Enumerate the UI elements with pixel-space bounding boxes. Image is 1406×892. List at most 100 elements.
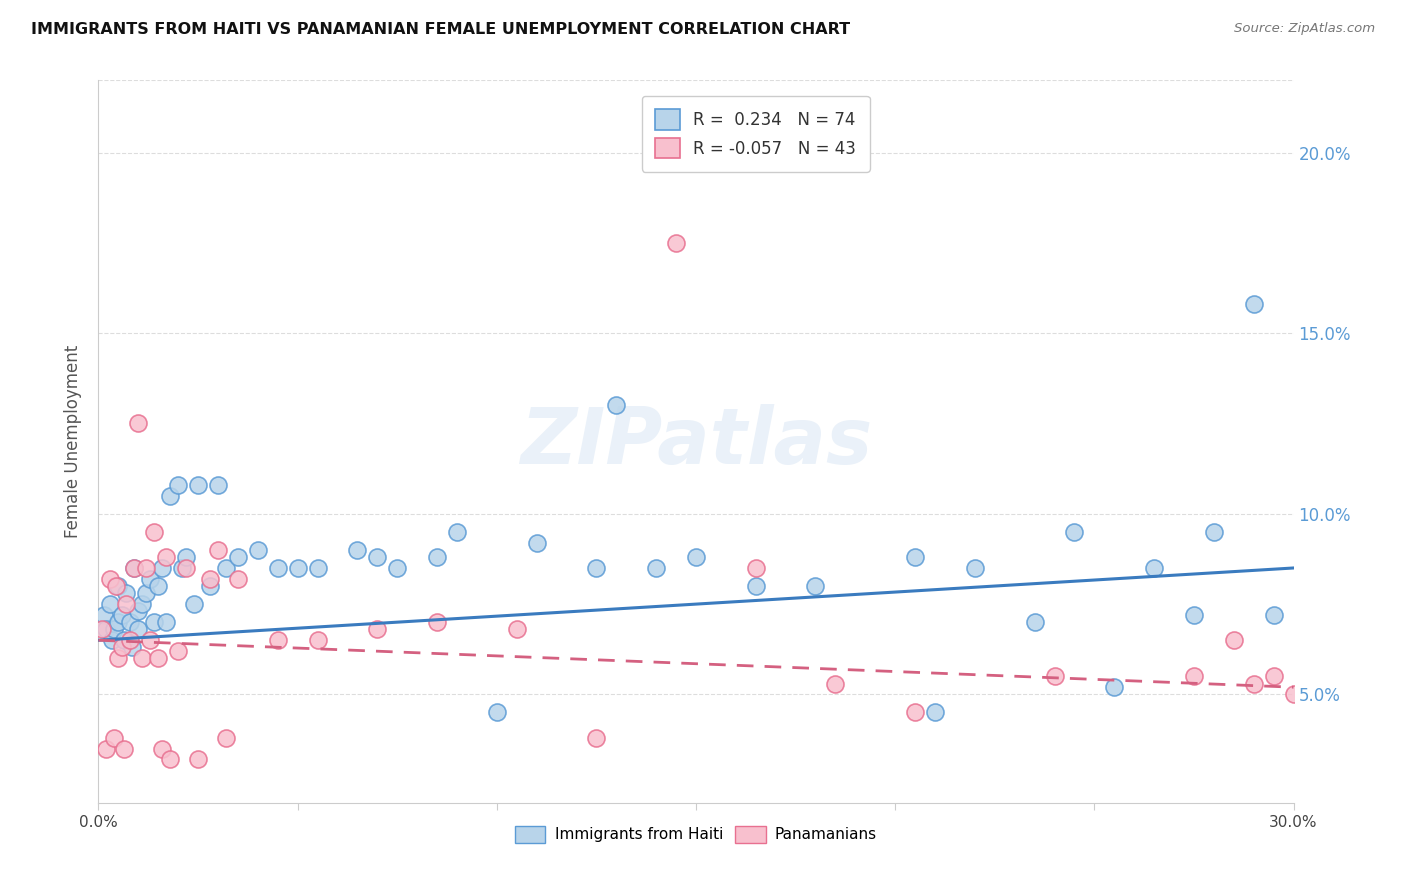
Point bbox=[174, 550, 197, 565]
Point bbox=[1282, 687, 1305, 701]
Point bbox=[267, 633, 290, 648]
Point bbox=[1223, 633, 1246, 648]
Point bbox=[1263, 669, 1285, 683]
Point bbox=[526, 535, 548, 549]
Point bbox=[215, 731, 238, 745]
Point bbox=[174, 561, 197, 575]
Text: IMMIGRANTS FROM HAITI VS PANAMANIAN FEMALE UNEMPLOYMENT CORRELATION CHART: IMMIGRANTS FROM HAITI VS PANAMANIAN FEMA… bbox=[31, 22, 851, 37]
Point bbox=[103, 623, 125, 637]
Point bbox=[96, 623, 118, 637]
Point bbox=[107, 615, 129, 630]
Point bbox=[366, 623, 388, 637]
Point bbox=[107, 579, 129, 593]
Point bbox=[107, 651, 129, 665]
Point bbox=[1063, 524, 1085, 539]
Point bbox=[167, 644, 190, 658]
Point bbox=[745, 579, 768, 593]
Point bbox=[98, 597, 122, 611]
Point bbox=[585, 731, 607, 745]
Point bbox=[111, 640, 134, 655]
Point bbox=[127, 604, 149, 618]
Point bbox=[127, 623, 149, 637]
Point bbox=[148, 579, 170, 593]
Point bbox=[93, 607, 115, 622]
Point bbox=[904, 550, 927, 565]
Point bbox=[226, 550, 249, 565]
Point bbox=[446, 524, 468, 539]
Point bbox=[198, 572, 221, 586]
Point bbox=[685, 550, 707, 565]
Point bbox=[287, 561, 309, 575]
Text: Source: ZipAtlas.com: Source: ZipAtlas.com bbox=[1234, 22, 1375, 36]
Point bbox=[121, 640, 143, 655]
Point bbox=[485, 706, 508, 720]
Point bbox=[904, 706, 927, 720]
Point bbox=[124, 561, 146, 575]
Point bbox=[1263, 607, 1285, 622]
Point bbox=[307, 633, 329, 648]
Point bbox=[131, 651, 153, 665]
Point bbox=[1243, 676, 1265, 690]
Point bbox=[385, 561, 409, 575]
Point bbox=[124, 561, 146, 575]
Point bbox=[159, 752, 181, 766]
Point bbox=[1243, 297, 1265, 311]
Point bbox=[139, 572, 162, 586]
Point bbox=[172, 561, 194, 575]
Point bbox=[1104, 680, 1126, 694]
Point bbox=[120, 615, 142, 630]
Point bbox=[1202, 524, 1225, 539]
Point bbox=[1043, 669, 1066, 683]
Point bbox=[346, 542, 368, 557]
Point bbox=[585, 561, 607, 575]
Point bbox=[139, 633, 162, 648]
Point bbox=[148, 651, 170, 665]
Point bbox=[1024, 615, 1046, 630]
Point bbox=[112, 741, 135, 756]
Point bbox=[246, 542, 269, 557]
Point bbox=[1182, 669, 1205, 683]
Point bbox=[143, 615, 166, 630]
Point bbox=[103, 731, 125, 745]
Legend: Immigrants from Haiti, Panamanians: Immigrants from Haiti, Panamanians bbox=[509, 820, 883, 849]
Point bbox=[135, 561, 157, 575]
Point bbox=[115, 597, 138, 611]
Point bbox=[426, 615, 449, 630]
Point bbox=[207, 478, 229, 492]
Point bbox=[307, 561, 329, 575]
Point bbox=[111, 607, 134, 622]
Point bbox=[159, 489, 181, 503]
Point bbox=[155, 550, 177, 565]
Point bbox=[135, 586, 157, 600]
Point bbox=[120, 633, 142, 648]
Point bbox=[167, 478, 190, 492]
Point bbox=[187, 752, 209, 766]
Point bbox=[366, 550, 388, 565]
Point bbox=[1143, 561, 1166, 575]
Point bbox=[150, 561, 173, 575]
Point bbox=[804, 579, 827, 593]
Point bbox=[267, 561, 290, 575]
Point bbox=[155, 615, 177, 630]
Point bbox=[183, 597, 205, 611]
Point bbox=[101, 633, 124, 648]
Point bbox=[605, 398, 627, 412]
Point bbox=[215, 561, 238, 575]
Text: ZIPatlas: ZIPatlas bbox=[520, 403, 872, 480]
Point bbox=[91, 623, 114, 637]
Point bbox=[1182, 607, 1205, 622]
Point bbox=[127, 417, 149, 431]
Point bbox=[924, 706, 946, 720]
Point bbox=[665, 235, 688, 250]
Point bbox=[187, 478, 209, 492]
Point bbox=[645, 561, 668, 575]
Point bbox=[963, 561, 986, 575]
Point bbox=[131, 597, 153, 611]
Point bbox=[226, 572, 249, 586]
Point bbox=[426, 550, 449, 565]
Point bbox=[150, 741, 173, 756]
Point bbox=[207, 542, 229, 557]
Point bbox=[143, 524, 166, 539]
Point bbox=[115, 586, 138, 600]
Point bbox=[824, 676, 846, 690]
